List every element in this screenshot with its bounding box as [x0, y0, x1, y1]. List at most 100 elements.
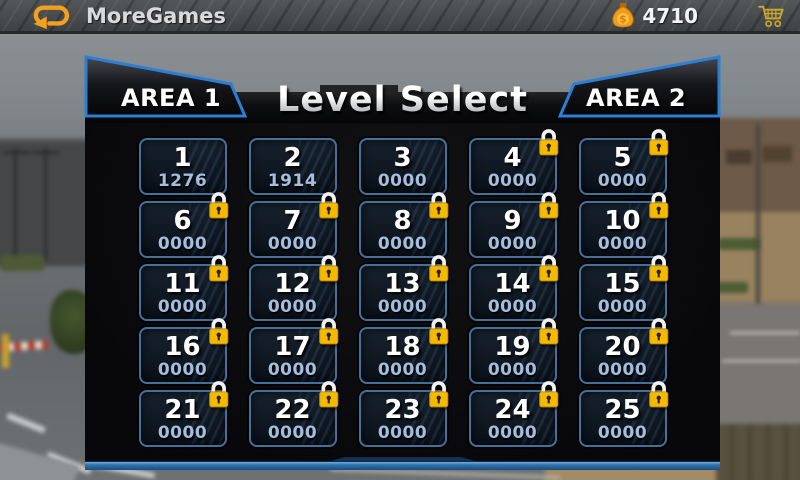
level-score: 0000 [597, 170, 648, 191]
level-score: 0000 [487, 233, 538, 254]
level-number: 1 [173, 142, 192, 173]
level-score: 0000 [487, 296, 538, 317]
level-button[interactable]: 15 0000 [578, 255, 668, 321]
level-number: 6 [173, 205, 192, 236]
level-score: 0000 [597, 296, 648, 317]
level-score: 0000 [377, 422, 428, 443]
level-button[interactable]: 24 0000 [468, 381, 558, 447]
level-button[interactable]: 16 0000 [138, 318, 228, 384]
level-score: 0000 [487, 170, 538, 191]
back-button[interactable] [30, 2, 74, 30]
tab-area-1[interactable]: AREA 1 [84, 53, 247, 119]
level-score: 0000 [487, 422, 538, 443]
tab-label: AREA 1 [121, 84, 221, 112]
level-button[interactable]: 21 0000 [138, 381, 228, 447]
lock-icon [538, 192, 558, 219]
level-score: 0000 [157, 233, 208, 254]
level-number: 20 [604, 331, 641, 362]
screen-title: MoreGames [86, 3, 226, 28]
level-number: 4 [503, 142, 522, 173]
bg-fence-wall [716, 424, 800, 480]
shopping-cart-icon [758, 5, 784, 27]
level-number: 23 [384, 394, 421, 425]
level-number: 15 [604, 268, 641, 299]
lock-icon [648, 381, 668, 408]
level-button[interactable]: 4 0000 [468, 129, 558, 195]
bg-light-pole [14, 148, 17, 266]
tab-area-1-shape [84, 55, 247, 118]
level-number: 7 [283, 205, 302, 236]
level-number: 11 [164, 268, 201, 299]
level-button[interactable]: 9 0000 [468, 192, 558, 258]
level-button[interactable]: 20 0000 [578, 318, 668, 384]
level-button[interactable]: 11 0000 [138, 255, 228, 321]
level-number: 14 [494, 268, 531, 299]
lock-icon [208, 318, 228, 345]
level-button[interactable]: 7 0000 [248, 192, 338, 258]
lock-icon [538, 255, 558, 282]
tab-area-2[interactable]: AREA 2 [558, 53, 721, 119]
tab-area-2-shape [558, 55, 721, 118]
level-number: 10 [604, 205, 641, 236]
level-select-panel: AREA 1 AREA 2 Level Select 1 1276 2 1914… [84, 52, 721, 470]
shop-button[interactable] [754, 2, 788, 30]
level-score: 0000 [377, 170, 428, 191]
level-button[interactable]: 1 1276 [138, 138, 227, 195]
level-button[interactable]: 14 0000 [468, 255, 558, 321]
level-number: 3 [393, 142, 412, 173]
lock-icon [648, 129, 668, 156]
level-button[interactable]: 19 0000 [468, 318, 558, 384]
level-button[interactable]: 3 0000 [358, 138, 447, 195]
level-button[interactable]: 10 0000 [578, 192, 668, 258]
level-number: 12 [274, 268, 311, 299]
level-button[interactable]: 2 1914 [248, 138, 337, 195]
back-arrow-icon [33, 5, 69, 29]
level-score: 0000 [267, 233, 318, 254]
level-button[interactable]: 18 0000 [358, 318, 448, 384]
lock-icon [318, 192, 338, 219]
level-number: 2 [283, 142, 302, 173]
bg-window [726, 150, 752, 164]
level-grid: 1 1276 2 1914 3 0000 4 0000 5 0000 [85, 129, 720, 447]
bg-plaza [716, 302, 800, 430]
level-button[interactable]: 22 0000 [248, 381, 338, 447]
level-score: 0000 [157, 359, 208, 380]
level-number: 8 [393, 205, 412, 236]
lock-icon [538, 381, 558, 408]
level-button[interactable]: 17 0000 [248, 318, 338, 384]
lock-icon [428, 381, 448, 408]
lock-icon [318, 318, 338, 345]
level-score: 0000 [597, 422, 648, 443]
tab-label: AREA 2 [586, 84, 686, 112]
level-number: 21 [164, 394, 201, 425]
level-score: 0000 [597, 233, 648, 254]
bg-hedge [716, 282, 748, 293]
level-button[interactable]: 5 0000 [578, 129, 668, 195]
lock-icon [428, 255, 448, 282]
level-button[interactable]: 13 0000 [358, 255, 448, 321]
panel-bottom-bar [85, 461, 720, 470]
level-button[interactable]: 25 0000 [578, 381, 668, 447]
lock-icon [208, 381, 228, 408]
level-number: 17 [274, 331, 311, 362]
level-number: 25 [604, 394, 641, 425]
coin-counter: $ 4710 [610, 2, 698, 29]
level-number: 18 [384, 331, 421, 362]
level-score: 0000 [267, 422, 318, 443]
bg-pole [756, 124, 760, 304]
level-number: 9 [503, 205, 522, 236]
bg-hedge [718, 238, 760, 250]
level-button[interactable]: 23 0000 [358, 381, 448, 447]
level-button[interactable]: 12 0000 [248, 255, 338, 321]
bg-yellow-post [2, 334, 9, 368]
level-score: 0000 [487, 359, 538, 380]
money-bag-icon: $ [612, 2, 634, 28]
bg-railing [722, 360, 800, 362]
title-band-bump [320, 85, 398, 94]
level-score: 0000 [157, 296, 208, 317]
level-number: 22 [274, 394, 311, 425]
level-button[interactable]: 6 0000 [138, 192, 228, 258]
level-number: 16 [164, 331, 201, 362]
level-button[interactable]: 8 0000 [358, 192, 448, 258]
